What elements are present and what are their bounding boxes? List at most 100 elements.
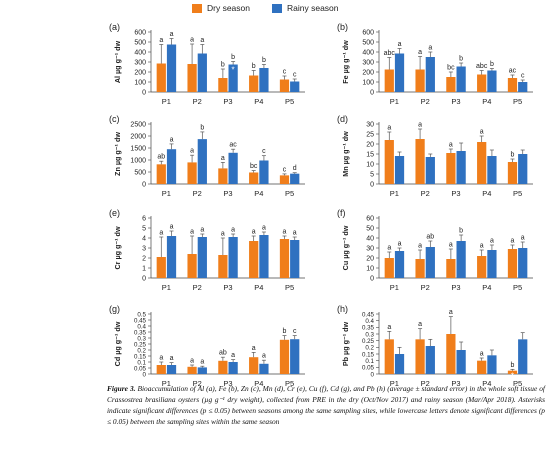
y-tick-label: 0.5 bbox=[137, 311, 146, 318]
y-tick-label: 600 bbox=[134, 29, 146, 36]
significance-label: c bbox=[283, 69, 287, 76]
bar bbox=[249, 75, 259, 92]
y-tick-label: 200 bbox=[362, 69, 374, 76]
y-tick-label: 300 bbox=[134, 59, 146, 66]
bar bbox=[446, 153, 456, 184]
bar bbox=[290, 173, 300, 184]
x-tick-label: P1 bbox=[390, 379, 399, 388]
significance-label: a bbox=[418, 122, 422, 129]
y-tick-label: 400 bbox=[362, 49, 374, 56]
bar bbox=[394, 156, 405, 184]
bar bbox=[197, 53, 207, 92]
y-tick-label: 0.35 bbox=[134, 329, 147, 336]
chart-panel-fe: (b)Fe µg g⁻¹ dw0100200300400500600P1abca… bbox=[337, 22, 533, 106]
bar bbox=[477, 74, 487, 92]
bar bbox=[279, 339, 290, 374]
x-tick-label: P2 bbox=[193, 283, 202, 292]
bar bbox=[415, 69, 425, 92]
bar bbox=[446, 259, 456, 278]
y-tick-label: 0.15 bbox=[362, 351, 375, 358]
significance-label: b bbox=[459, 56, 463, 63]
x-tick-label: P5 bbox=[513, 379, 522, 388]
significance-label: b bbox=[221, 62, 225, 69]
y-tick-label: 4 bbox=[142, 235, 146, 242]
y-tick-label: 0 bbox=[370, 181, 374, 188]
x-tick-label: P4 bbox=[482, 379, 491, 388]
bar bbox=[166, 149, 177, 184]
panel-label: (g) bbox=[109, 304, 120, 314]
y-tick-label: 500 bbox=[362, 39, 374, 46]
significance-label: c bbox=[283, 166, 287, 173]
y-tick-label: 1000 bbox=[130, 157, 146, 164]
significance-label: ab bbox=[157, 154, 165, 161]
y-tick-label: 300 bbox=[362, 59, 374, 66]
bar bbox=[228, 64, 238, 92]
y-tick-label: 400 bbox=[134, 49, 146, 56]
x-tick-label: P4 bbox=[254, 379, 263, 388]
legend-label-rainy: Rainy season bbox=[287, 3, 339, 13]
y-tick-label: 10 bbox=[366, 265, 374, 272]
y-tick-label: 40 bbox=[366, 235, 374, 242]
significance-label: abc bbox=[476, 63, 488, 70]
y-tick-label: 0.05 bbox=[134, 365, 147, 372]
bar bbox=[249, 357, 259, 374]
bar bbox=[279, 239, 290, 278]
significance-label: a bbox=[262, 225, 266, 232]
bar bbox=[228, 237, 238, 278]
bar bbox=[477, 256, 487, 278]
bar bbox=[415, 259, 425, 278]
significance-label: a bbox=[511, 238, 515, 245]
y-tick-label: 500 bbox=[134, 169, 146, 176]
x-tick-label: P5 bbox=[285, 189, 294, 198]
y-axis-title: Cd µg g⁻¹ dw bbox=[113, 321, 122, 366]
x-tick-label: P1 bbox=[390, 97, 399, 106]
significance-label: a bbox=[190, 229, 194, 236]
y-tick-label: 0 bbox=[142, 89, 146, 96]
x-tick-label: P1 bbox=[162, 97, 171, 106]
significance-label: b bbox=[459, 228, 463, 235]
y-axis-title: Pb µg g⁻¹ dw bbox=[341, 321, 350, 366]
significance-label: b bbox=[511, 362, 515, 369]
y-axis-title: Mn µg g⁻¹ dw bbox=[341, 131, 350, 177]
significance-label: a bbox=[398, 241, 402, 248]
x-tick-label: P3 bbox=[451, 283, 460, 292]
bar bbox=[425, 157, 435, 184]
y-tick-label: 1500 bbox=[130, 145, 146, 152]
y-tick-label: 0.4 bbox=[365, 318, 374, 325]
bar bbox=[415, 139, 425, 184]
significance-label: a bbox=[159, 37, 163, 44]
x-tick-label: P2 bbox=[193, 379, 202, 388]
x-tick-label: P4 bbox=[482, 189, 491, 198]
x-tick-label: P3 bbox=[223, 189, 232, 198]
panel-label: (e) bbox=[109, 208, 120, 218]
significance-label: ab bbox=[219, 350, 227, 357]
y-tick-label: 5 bbox=[142, 225, 146, 232]
significance-label: a bbox=[190, 358, 194, 365]
bar bbox=[279, 175, 290, 184]
significance-label: a bbox=[252, 229, 256, 236]
chart-panel-al: (a)Al µg g⁻¹ dw0100200300400500600P1aaP2… bbox=[109, 22, 305, 106]
y-tick-label: 0.3 bbox=[365, 331, 374, 338]
significance-label: a bbox=[159, 355, 163, 362]
y-tick-label: 30 bbox=[366, 121, 374, 128]
y-tick-label: 20 bbox=[366, 255, 374, 262]
x-tick-label: P5 bbox=[513, 97, 522, 106]
chart-panel-cu: (f)Cu µg g⁻¹ dw0102030405060P1aaP2aabP3a… bbox=[337, 208, 533, 292]
bar bbox=[187, 254, 197, 278]
bar bbox=[228, 152, 238, 184]
bar bbox=[279, 79, 290, 92]
legend-item-rainy: Rainy season bbox=[272, 2, 339, 14]
y-tick-label: 5 bbox=[370, 171, 374, 178]
x-tick-label: P3 bbox=[451, 379, 460, 388]
y-tick-label: 15 bbox=[366, 151, 374, 158]
bar bbox=[487, 250, 497, 278]
y-tick-label: 0.1 bbox=[365, 358, 374, 365]
x-tick-label: P2 bbox=[421, 97, 430, 106]
bar bbox=[249, 241, 259, 278]
significance-label: a bbox=[293, 230, 297, 237]
significance-label: a bbox=[200, 37, 204, 44]
x-tick-label: P5 bbox=[285, 97, 294, 106]
y-tick-label: 0 bbox=[143, 371, 147, 378]
